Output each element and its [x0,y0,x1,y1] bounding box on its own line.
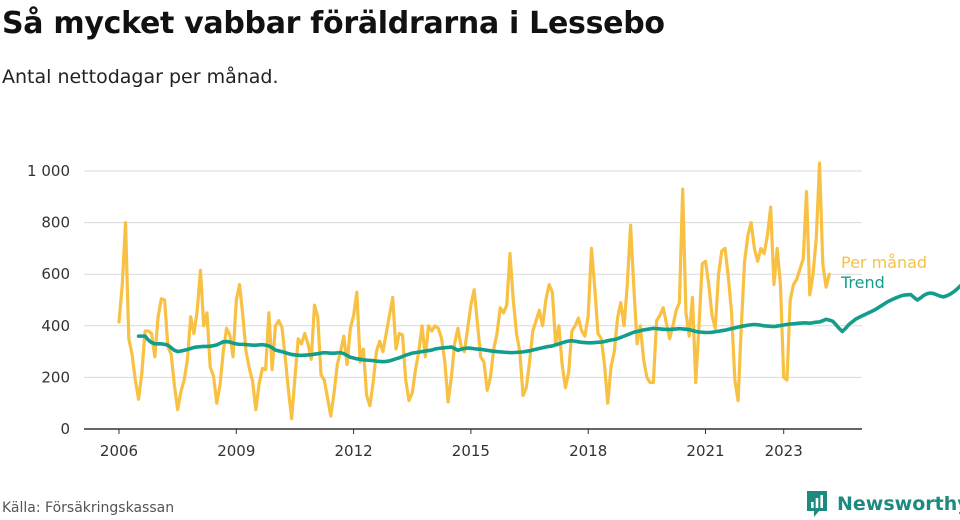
chart-subtitle: Antal nettodagar per månad. [2,66,279,88]
x-axis: 2006 2009 2012 2015 2018 2021 2023 [84,428,862,460]
y-tick-label: 0 [60,420,70,438]
legend-label: Per månad [841,253,927,272]
bar-chart-logo-icon [807,491,827,517]
x-tick-label: 2012 [335,442,373,460]
x-tick-label: 2006 [100,442,138,460]
data-series [117,161,960,421]
series-line-per-manad [117,161,831,421]
x-tick-label: 2015 [452,442,490,460]
x-tick-label: 2009 [217,442,255,460]
brand-logo[interactable]: Newsworthy [805,488,960,520]
y-tick-label: 1 000 [27,162,70,180]
x-tick-label: 2021 [686,442,724,460]
y-axis-tick-labels: 0 200 400 600 800 1 000 [27,162,70,438]
series-line-trend [136,283,960,364]
x-tick-label: 2018 [569,442,607,460]
x-tick-label: 2023 [765,442,803,460]
y-tick-label: 200 [41,368,70,386]
chart-title: Så mycket vabbar föräldrarna i Lessebo [2,6,665,41]
brand-name: Newsworthy [837,493,960,515]
legend-label: Trend [840,273,885,292]
y-tick-label: 600 [41,265,70,283]
y-tick-label: 400 [41,317,70,335]
source-note: Källa: Försäkringskassan [2,500,175,516]
y-tick-label: 800 [41,214,70,232]
